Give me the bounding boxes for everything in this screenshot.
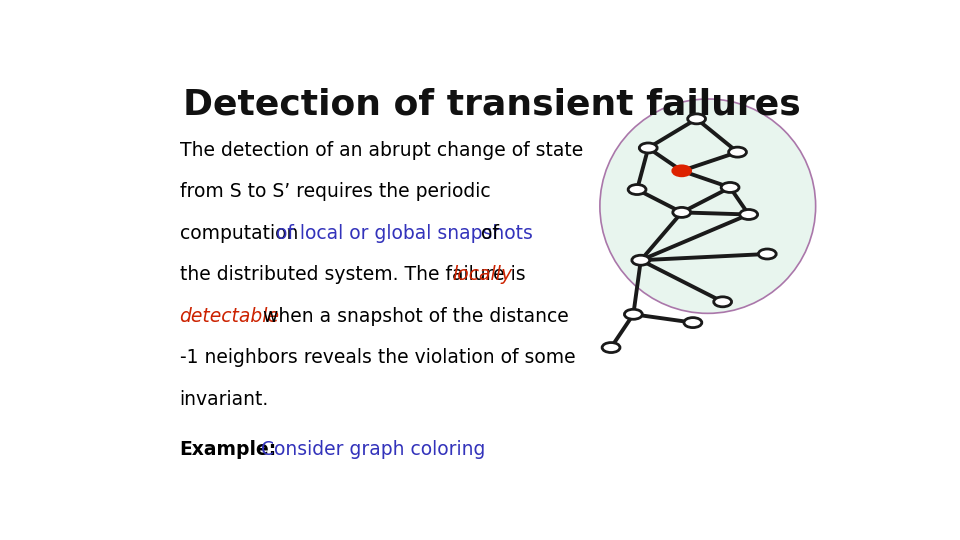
Text: from S to S’ requires the periodic: from S to S’ requires the periodic [180, 182, 491, 201]
Circle shape [729, 147, 747, 157]
Ellipse shape [600, 99, 816, 313]
Text: of: of [475, 224, 499, 242]
Circle shape [673, 166, 690, 176]
Text: Example:: Example: [180, 440, 276, 459]
Text: detectable: detectable [180, 307, 279, 326]
Circle shape [687, 114, 706, 124]
Text: -1 neighbors reveals the violation of some: -1 neighbors reveals the violation of so… [180, 348, 575, 367]
Text: Consider graph coloring: Consider graph coloring [255, 440, 485, 459]
Circle shape [713, 297, 732, 307]
Text: locally: locally [452, 265, 512, 284]
Text: The detection of an abrupt change of state: The detection of an abrupt change of sta… [180, 140, 583, 159]
Text: the distributed system. The failure is: the distributed system. The failure is [180, 265, 531, 284]
Circle shape [673, 207, 690, 218]
Text: computation: computation [180, 224, 304, 242]
Text: when a snapshot of the distance: when a snapshot of the distance [257, 307, 568, 326]
Circle shape [740, 210, 757, 219]
Circle shape [721, 183, 739, 192]
Text: invariant.: invariant. [180, 390, 269, 409]
Circle shape [632, 255, 650, 265]
Circle shape [639, 143, 658, 153]
Circle shape [602, 342, 620, 353]
Circle shape [758, 249, 777, 259]
Text: Detection of transient failures: Detection of transient failures [183, 87, 801, 122]
Text: of local or global snapshots: of local or global snapshots [276, 224, 533, 242]
Circle shape [684, 318, 702, 328]
Circle shape [628, 185, 646, 194]
Circle shape [624, 309, 642, 319]
